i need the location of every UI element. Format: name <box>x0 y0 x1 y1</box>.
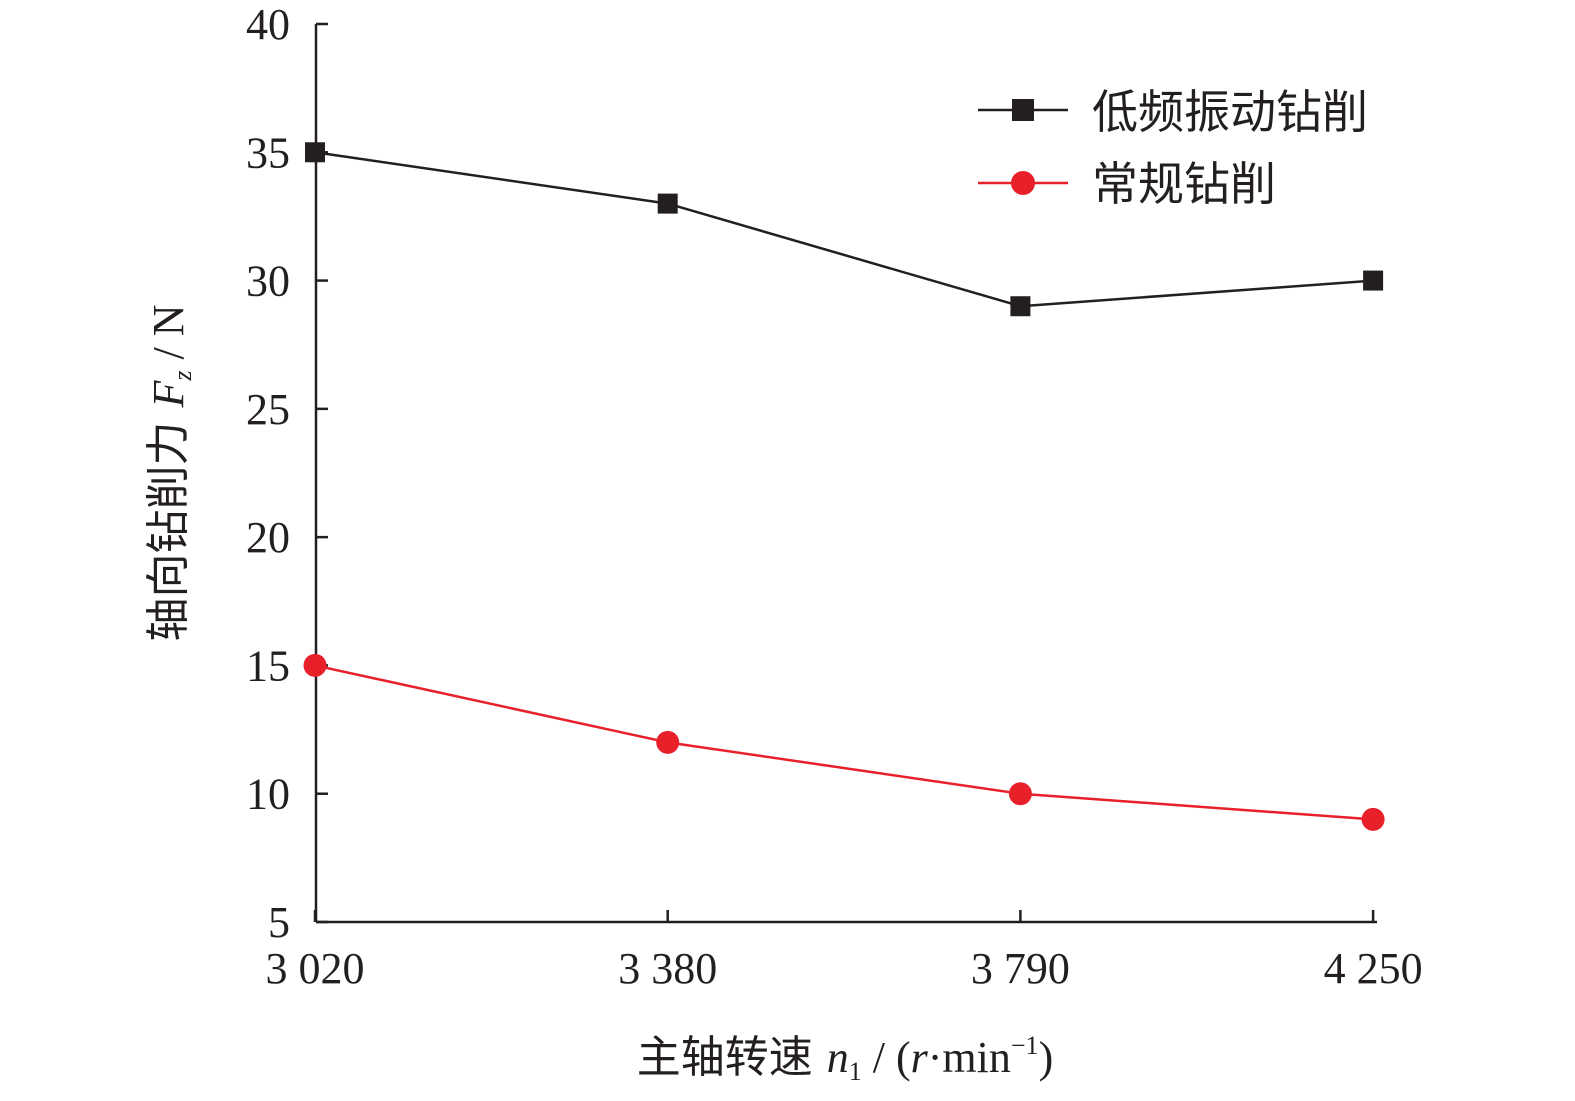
series-lines <box>314 151 1374 821</box>
y-axis-label-symbol: F <box>144 380 193 409</box>
y-tick-label: 25 <box>246 385 290 434</box>
y-axis-label-suffix: / N <box>144 304 193 370</box>
data-point-0-1 <box>657 193 678 214</box>
data-point-1-2 <box>1008 782 1032 806</box>
y-ticks: 5 10 15 20 25 30 35 40 <box>246 0 328 947</box>
legend-label-1: 常规钻削 <box>1092 157 1276 211</box>
x-axis-label-prefix: 主轴转速 <box>637 1032 827 1083</box>
y-axis-label-subscript: z <box>168 370 197 381</box>
y-tick-label: 15 <box>246 641 290 690</box>
y-axis-label: 轴向钻削力 Fz / N <box>143 304 197 641</box>
x-axis-label-unit-r: r <box>911 1033 929 1082</box>
data-point-0-3 <box>1363 270 1384 291</box>
y-axis-label-prefix: 轴向钻削力 <box>143 408 194 642</box>
y-tick-label: 20 <box>246 513 290 562</box>
x-tick-label: 3 790 <box>971 944 1070 993</box>
legend-marker-0 <box>1012 99 1034 121</box>
x-ticks: 3 020 3 380 3 790 4 250 <box>266 910 1423 993</box>
y-tick-label: 30 <box>246 257 290 306</box>
x-tick-label: 4 250 <box>1324 944 1423 993</box>
series-line-1 <box>314 664 1374 821</box>
x-axis-label: 主轴转速 n1 / (r·min−1) <box>637 1031 1053 1086</box>
y-tick-label: 35 <box>246 128 290 177</box>
y-tick-label: 40 <box>246 0 290 49</box>
x-axis-label-unit-mid: ·min <box>928 1033 1011 1082</box>
legend-label-0: 低频振动钻削 <box>1092 85 1368 139</box>
x-tick-label: 3 380 <box>618 944 717 993</box>
x-axis-label-subscript: 1 <box>849 1057 862 1086</box>
data-point-0-0 <box>305 142 325 163</box>
x-tick-label: 3 020 <box>266 944 365 993</box>
axes <box>314 24 1377 924</box>
legend-marker-1 <box>1011 171 1035 195</box>
y-tick-label: 5 <box>268 898 290 947</box>
data-point-1-1 <box>656 730 680 754</box>
series-markers <box>303 142 1385 831</box>
x-axis-label-unit-open: / ( <box>862 1033 911 1082</box>
data-point-1-0 <box>303 653 327 677</box>
x-axis-label-unit-sup: −1 <box>1011 1031 1039 1060</box>
legend: 低频振动钻削 常规钻削 <box>978 85 1368 211</box>
x-axis-label-unit-close: ) <box>1039 1033 1054 1082</box>
series-line-0 <box>314 151 1374 308</box>
data-point-0-2 <box>1010 296 1031 317</box>
x-axis-label-symbol: n <box>827 1033 849 1082</box>
data-point-1-3 <box>1361 807 1385 831</box>
y-tick-label: 10 <box>246 770 290 819</box>
